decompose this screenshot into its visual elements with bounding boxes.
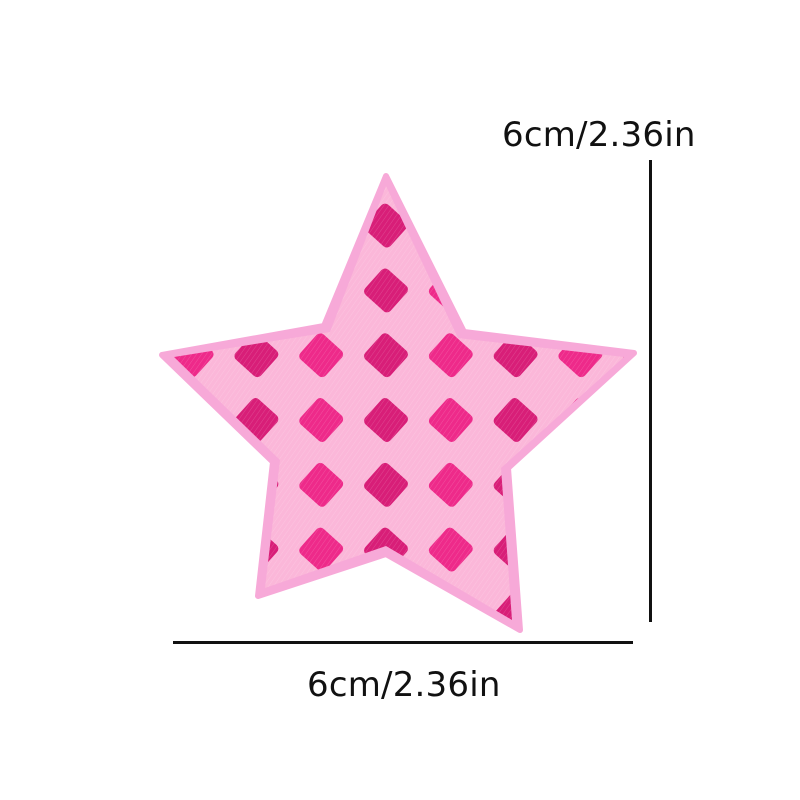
checker-square [427,137,475,185]
checker-square [686,526,734,574]
checker-square [362,7,410,55]
width-dimension-label: 6cm/2.36in [307,665,501,705]
checker-square [103,590,151,638]
checker-square [297,785,345,800]
checker-square [428,203,473,248]
checker-square [0,461,21,509]
checker-square [38,526,86,574]
checker-square [297,720,345,768]
checker-square [623,462,624,507]
checker-square [686,461,734,509]
checker-square [232,720,280,768]
checker-square [362,720,410,768]
checker-square [427,7,475,55]
height-dimension-label: 6cm/2.36in [502,115,696,155]
checker-square [623,398,624,442]
checker-square [232,655,280,703]
checker-square [558,203,603,248]
checker-square [103,266,151,314]
checker-square [38,461,86,509]
stitch-texture [174,186,624,620]
checker-square [558,462,603,507]
checker-square [427,785,475,800]
checker-square [493,203,538,248]
checker-square [38,266,86,314]
checker-square [174,268,214,313]
checker-square [168,137,216,185]
checker-square [234,268,279,313]
checker-square [686,396,734,444]
checker-square [299,592,344,620]
checker-square [174,592,214,620]
checker-square [234,203,279,248]
checker-square [556,655,604,703]
checker-square [492,720,540,768]
checker-square [174,203,214,248]
checker-square [232,137,280,185]
checker-square [174,462,214,507]
checker-square [299,203,344,248]
checker-square [362,785,410,800]
checker-square [751,461,799,509]
checker-square [174,527,214,572]
checker-square [297,72,345,120]
checker-square [623,592,624,620]
checker-square [427,720,475,768]
checker-square [297,137,345,185]
checker-square [232,72,280,120]
checker-square [751,396,799,444]
checker-square [362,72,410,120]
checker-square [558,592,603,620]
checker-square [623,268,624,313]
checker-square [623,203,624,248]
checker-square [751,331,799,379]
checker-square [103,526,151,574]
checker-square [0,331,21,379]
checker-square [427,72,475,120]
checker-square [0,396,21,444]
checker-square [103,461,151,509]
checker-square [364,592,408,620]
checker-square [168,655,216,703]
checker-square [38,331,86,379]
checker-square [103,396,151,444]
checker-square [623,527,624,572]
height-dimension-line [649,160,652,622]
checker-square [492,72,540,120]
checker-square [38,396,86,444]
width-dimension-line [173,641,633,644]
checker-square [558,268,603,313]
checker-square [686,331,734,379]
checker-square [103,202,151,250]
checker-square [493,268,538,313]
checker-square [558,527,603,572]
checker-square [297,7,345,55]
checker-square [103,331,151,379]
checker-square [686,266,734,314]
